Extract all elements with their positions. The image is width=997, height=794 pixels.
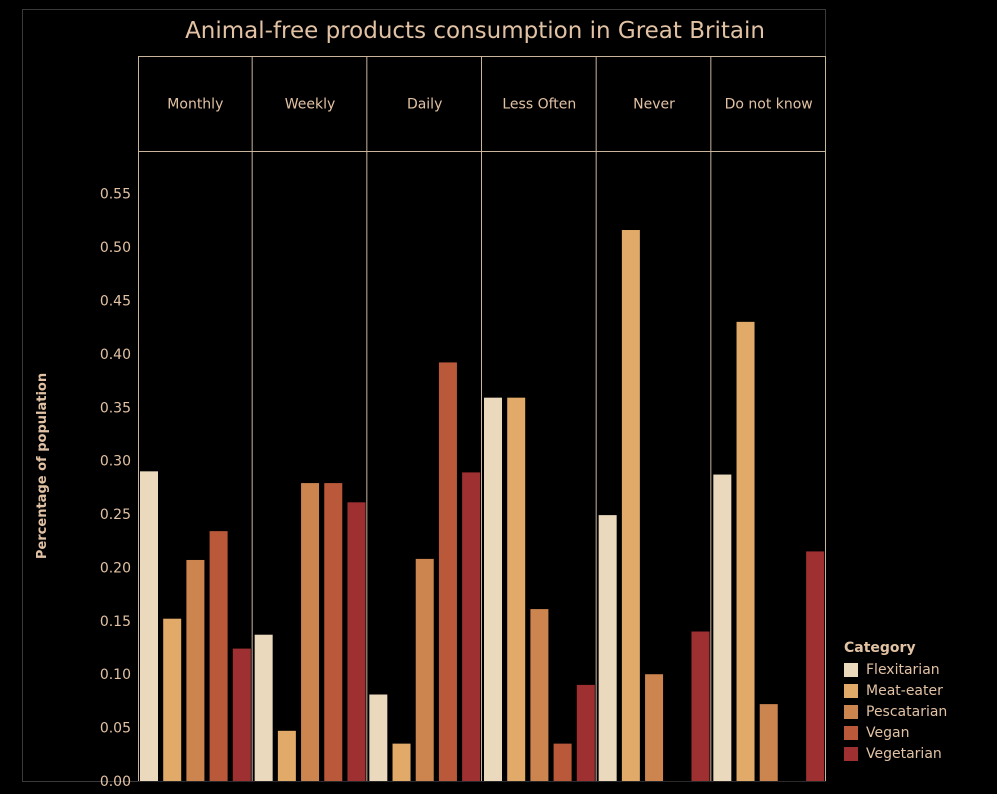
bar-daily-meat-eater[interactable]	[392, 743, 411, 781]
bar-never-pescatarian[interactable]	[645, 674, 664, 781]
bar-daily-pescatarian[interactable]	[415, 558, 434, 781]
bar-monthly-vegan[interactable]	[209, 531, 228, 781]
bar-do-not-know-pescatarian[interactable]	[759, 704, 778, 781]
bar-less-often-vegetarian[interactable]	[576, 684, 595, 781]
bar-weekly-meat-eater[interactable]	[277, 730, 296, 781]
category-header-daily: Daily	[407, 97, 442, 113]
y-tick-label-0-50: 0.50	[100, 240, 131, 256]
bar-weekly-vegetarian[interactable]	[347, 502, 366, 781]
y-tick-label-0-40: 0.40	[100, 347, 131, 363]
legend-item-flexitarian[interactable]: Flexitarian	[844, 659, 947, 680]
legend-swatch-meat-eater	[844, 683, 858, 698]
bar-monthly-pescatarian[interactable]	[186, 559, 205, 781]
bar-weekly-vegan[interactable]	[324, 483, 343, 781]
bar-do-not-know-vegetarian[interactable]	[806, 551, 825, 781]
y-tick-label-0-35: 0.35	[100, 400, 131, 416]
y-tick-label-0-00: 0.00	[100, 774, 131, 790]
bar-daily-vegan[interactable]	[438, 362, 457, 781]
legend-item-vegan[interactable]: Vegan	[844, 722, 947, 743]
bar-never-meat-eater[interactable]	[621, 230, 640, 781]
bar-less-often-flexitarian[interactable]	[484, 397, 502, 781]
category-header-less-often: Less Often	[502, 97, 576, 113]
category-header-weekly: Weekly	[285, 97, 336, 113]
bar-monthly-flexitarian[interactable]	[140, 471, 158, 781]
y-tick-label-0-55: 0.55	[100, 187, 131, 203]
legend-label-vegan: Vegan	[866, 724, 910, 741]
y-tick-label-0-15: 0.15	[100, 614, 131, 630]
bar-weekly-pescatarian[interactable]	[301, 483, 320, 781]
y-axis-label: Percentage of population	[35, 373, 50, 559]
category-header-monthly: Monthly	[167, 97, 223, 113]
bar-daily-vegetarian[interactable]	[462, 472, 481, 781]
y-tick-label-0-30: 0.30	[100, 454, 131, 470]
bar-less-often-vegan[interactable]	[553, 743, 572, 781]
bar-never-vegetarian[interactable]	[691, 631, 710, 781]
legend-label-flexitarian: Flexitarian	[866, 661, 940, 678]
y-tick-label-0-25: 0.25	[100, 507, 131, 523]
legend-label-meat-eater: Meat-eater	[866, 682, 943, 699]
bar-do-not-know-meat-eater[interactable]	[736, 321, 755, 781]
legend: Category Flexitarian Meat-eater Pescatar…	[844, 640, 947, 764]
legend-swatch-vegan	[844, 725, 858, 740]
y-tick-label-0-10: 0.10	[100, 667, 131, 683]
legend-title: Category	[844, 640, 916, 656]
chart-title: Animal-free products consumption in Grea…	[185, 18, 765, 44]
y-tick-label-0-45: 0.45	[100, 293, 131, 309]
legend-item-meat-eater[interactable]: Meat-eater	[844, 680, 947, 701]
legend-label-pescatarian: Pescatarian	[866, 703, 948, 720]
legend-label-vegetarian: Vegetarian	[866, 745, 942, 762]
bar-less-often-meat-eater[interactable]	[507, 397, 526, 781]
bar-daily-flexitarian[interactable]	[369, 694, 388, 781]
y-tick-label-0-20: 0.20	[100, 560, 131, 576]
category-header-never: Never	[633, 97, 675, 113]
bar-weekly-flexitarian[interactable]	[254, 634, 273, 781]
legend-swatch-vegetarian	[844, 746, 858, 761]
bar-never-flexitarian[interactable]	[598, 515, 617, 781]
legend-swatch-flexitarian	[844, 662, 858, 677]
legend-swatch-pescatarian	[844, 704, 858, 719]
y-tick-label-0-05: 0.05	[100, 721, 131, 737]
bar-monthly-vegetarian[interactable]	[232, 648, 251, 781]
bar-do-not-know-flexitarian[interactable]	[713, 474, 732, 781]
legend-item-vegetarian[interactable]: Vegetarian	[844, 743, 947, 764]
legend-item-pescatarian[interactable]: Pescatarian	[844, 701, 947, 722]
category-header-do-not-know: Do not know	[725, 97, 813, 113]
bar-monthly-meat-eater[interactable]	[163, 618, 182, 781]
bar-less-often-pescatarian[interactable]	[530, 609, 549, 781]
